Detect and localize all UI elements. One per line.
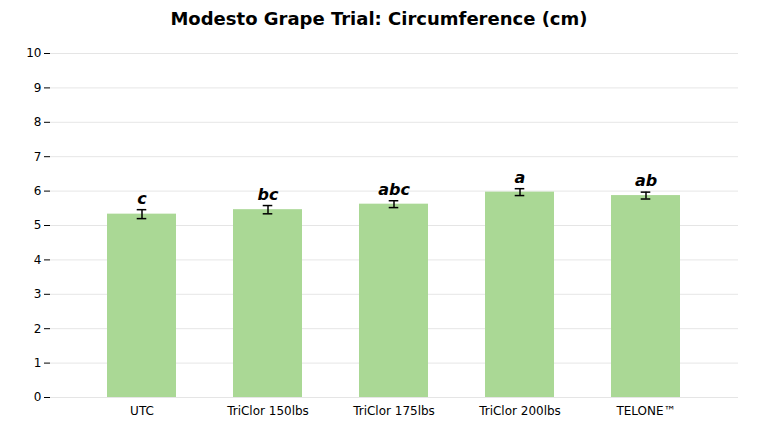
svg-text:9: 9 — [34, 81, 42, 95]
svg-text:UTC: UTC — [130, 404, 154, 418]
svg-text:6: 6 — [34, 184, 42, 198]
svg-text:TriClor 150lbs: TriClor 150lbs — [226, 404, 309, 418]
svg-text:a: a — [515, 168, 526, 187]
svg-text:3: 3 — [34, 287, 42, 301]
svg-text:8: 8 — [34, 115, 42, 129]
svg-text:2: 2 — [34, 322, 42, 336]
svg-text:ab: ab — [635, 171, 657, 190]
svg-text:10: 10 — [26, 46, 41, 60]
svg-text:abc: abc — [378, 180, 410, 199]
svg-text:c: c — [137, 189, 147, 208]
svg-text:TriClor 175lbs: TriClor 175lbs — [352, 404, 435, 418]
svg-text:7: 7 — [34, 150, 42, 164]
svg-text:4: 4 — [34, 253, 42, 267]
html-text:Modesto Grape Trial: Circumfer: Modesto Grape Trial: Circumference (cm) — [170, 8, 588, 29]
svg-text:TELONE™: TELONE™ — [615, 404, 675, 418]
svg-text:bc: bc — [258, 185, 279, 204]
svg-text:0: 0 — [34, 390, 42, 404]
svg-text:5: 5 — [34, 218, 42, 232]
svg-text:1: 1 — [34, 356, 42, 370]
svg-text:TriClor 200lbs: TriClor 200lbs — [478, 404, 561, 418]
